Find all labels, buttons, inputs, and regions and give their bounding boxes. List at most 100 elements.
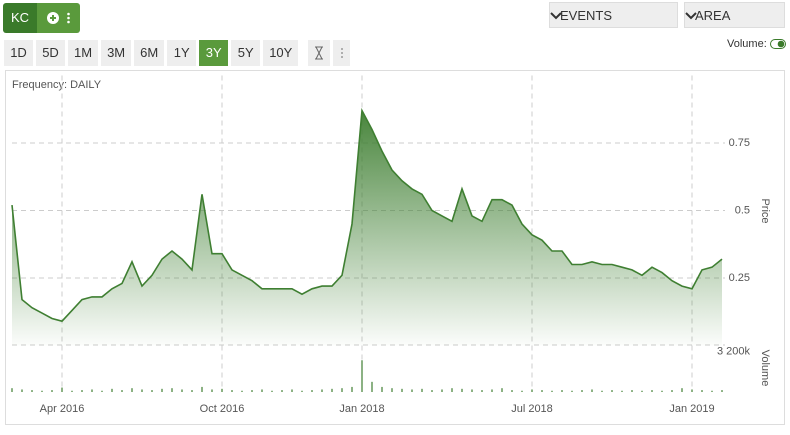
volume-bar <box>481 390 483 392</box>
volume-toggle[interactable]: Volume: <box>727 38 786 50</box>
volume-bar <box>691 389 693 392</box>
range-button[interactable]: 10Y <box>263 40 299 66</box>
add-button[interactable] <box>37 3 80 33</box>
volume-bar <box>61 387 63 392</box>
y2-axis-title: Volume <box>759 350 771 387</box>
volume-bar <box>651 390 653 392</box>
symbol[interactable]: KC <box>3 3 37 33</box>
toggle-icon <box>769 39 786 50</box>
y-tick-label: 0.75 <box>729 137 750 149</box>
volume-bar <box>81 390 83 392</box>
volume-bar <box>511 390 513 392</box>
volume-bar <box>541 390 543 392</box>
volume-bar <box>301 390 303 392</box>
chart-type-label: AREA <box>695 8 731 23</box>
volume-bar <box>531 389 533 392</box>
volume-bar <box>421 388 423 392</box>
volume-bar <box>111 388 113 392</box>
range-button[interactable]: 3Y <box>199 40 229 66</box>
events-label: EVENTS <box>560 8 613 23</box>
price-area <box>12 110 722 346</box>
volume-bar <box>131 388 133 392</box>
range-button[interactable]: 1M <box>68 40 99 66</box>
range-button[interactable]: 5Y <box>231 40 261 66</box>
events-dropdown[interactable]: EVENTS <box>549 2 678 28</box>
volume-bar <box>331 388 333 392</box>
volume-bar <box>441 389 443 392</box>
volume-bar <box>471 389 473 392</box>
volume-bar <box>151 390 153 392</box>
volume-bar <box>501 388 503 392</box>
x-tick-label: Apr 2016 <box>40 403 85 415</box>
plus-icon <box>47 12 59 24</box>
volume-bar <box>431 390 433 392</box>
volume-bar <box>521 390 523 392</box>
volume-bar <box>371 381 373 392</box>
volume-bar <box>271 390 273 392</box>
volume-bar <box>611 390 613 392</box>
volume-bar <box>281 390 283 392</box>
volume-bar <box>381 386 383 392</box>
volume-bar <box>621 390 623 392</box>
volume-bar <box>141 389 143 392</box>
volume-bar <box>351 386 353 392</box>
volume-bar <box>391 388 393 392</box>
volume-bar <box>721 390 723 392</box>
volume-bar <box>41 390 43 392</box>
x-tick-label: Jan 2019 <box>669 403 714 415</box>
volume-bar <box>21 389 23 392</box>
volume-bar <box>291 389 293 392</box>
volume-bar <box>631 390 633 392</box>
menu-dots <box>67 12 70 24</box>
volume-bar <box>11 388 13 392</box>
volume-bar <box>701 390 703 392</box>
volume-bar <box>341 388 343 392</box>
volume-bar <box>451 388 453 392</box>
volume-bar <box>561 390 563 392</box>
chart-type-dropdown[interactable]: AREA <box>684 2 785 28</box>
volume-bar <box>171 388 173 392</box>
volume-bar <box>251 390 253 392</box>
volume-bar <box>411 389 413 392</box>
range-button[interactable]: 1D <box>4 40 33 66</box>
volume-bar <box>91 389 93 392</box>
volume-bar <box>191 390 193 392</box>
range-button[interactable]: 6M <box>134 40 165 66</box>
volume-bar <box>311 390 313 392</box>
range-button[interactable]: 3M <box>101 40 132 66</box>
volume-bar <box>601 390 603 392</box>
x-tick-label: Jul 2018 <box>511 403 553 415</box>
volume-bar <box>711 390 713 392</box>
chevron <box>550 12 562 20</box>
range-button[interactable]: 1Y <box>167 40 197 66</box>
volume-bar <box>211 389 213 392</box>
volume-bar <box>231 390 233 392</box>
volume-bar <box>551 390 553 392</box>
volume-bar <box>31 390 33 392</box>
chart-frame <box>5 70 785 425</box>
volume-bar <box>121 390 123 392</box>
volume-bar <box>181 389 183 392</box>
volume-bar <box>661 390 663 392</box>
volume-bar <box>51 390 53 392</box>
frequency-label: Frequency: DAILY <box>12 79 102 91</box>
volume-bar <box>591 389 593 392</box>
volume-bar <box>321 389 323 392</box>
y-tick-label: 0.25 <box>729 272 750 284</box>
price-line <box>11 107 723 323</box>
volume-bar <box>671 390 673 392</box>
symbol-badge: KC <box>3 3 80 33</box>
more-button[interactable] <box>333 40 350 66</box>
y2-tick-label: 3 200k <box>717 345 751 357</box>
hourglass-button[interactable] <box>308 40 330 66</box>
volume-bar <box>101 390 103 392</box>
volume-bar <box>161 388 163 392</box>
volume-bar <box>241 390 243 392</box>
hourglass-icon <box>315 46 323 60</box>
volume-bar <box>261 389 263 392</box>
volume-bar <box>221 388 223 392</box>
range-button[interactable]: 5D <box>36 40 65 66</box>
y-axis-title: Price <box>759 198 771 223</box>
